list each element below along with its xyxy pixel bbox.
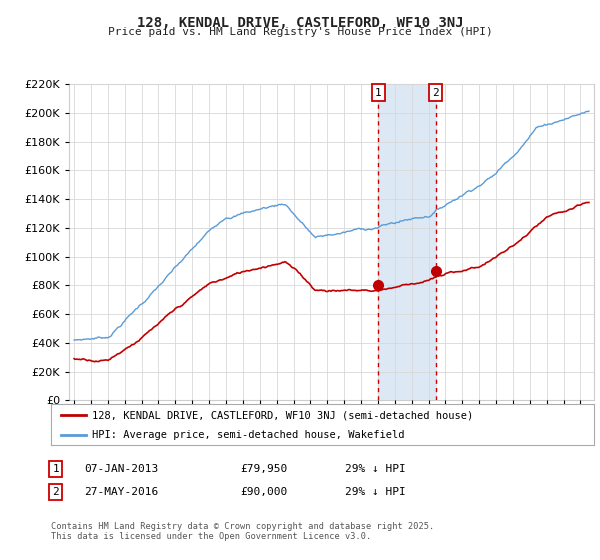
Text: 128, KENDAL DRIVE, CASTLEFORD, WF10 3NJ (semi-detached house): 128, KENDAL DRIVE, CASTLEFORD, WF10 3NJ … (92, 410, 473, 421)
Text: 1: 1 (375, 87, 382, 97)
Text: Price paid vs. HM Land Registry's House Price Index (HPI): Price paid vs. HM Land Registry's House … (107, 27, 493, 37)
Text: 2: 2 (52, 487, 59, 497)
Text: 07-JAN-2013: 07-JAN-2013 (84, 464, 158, 474)
Bar (379, 84, 436, 400)
Text: HPI: Average price, semi-detached house, Wakefield: HPI: Average price, semi-detached house,… (92, 430, 404, 440)
Text: £90,000: £90,000 (240, 487, 287, 497)
Text: 29% ↓ HPI: 29% ↓ HPI (345, 464, 406, 474)
Text: £79,950: £79,950 (240, 464, 287, 474)
Text: 29% ↓ HPI: 29% ↓ HPI (345, 487, 406, 497)
Text: 128, KENDAL DRIVE, CASTLEFORD, WF10 3NJ: 128, KENDAL DRIVE, CASTLEFORD, WF10 3NJ (137, 16, 463, 30)
Text: 2: 2 (432, 87, 439, 97)
Text: 1: 1 (52, 464, 59, 474)
Text: 27-MAY-2016: 27-MAY-2016 (84, 487, 158, 497)
Text: Contains HM Land Registry data © Crown copyright and database right 2025.
This d: Contains HM Land Registry data © Crown c… (51, 522, 434, 542)
